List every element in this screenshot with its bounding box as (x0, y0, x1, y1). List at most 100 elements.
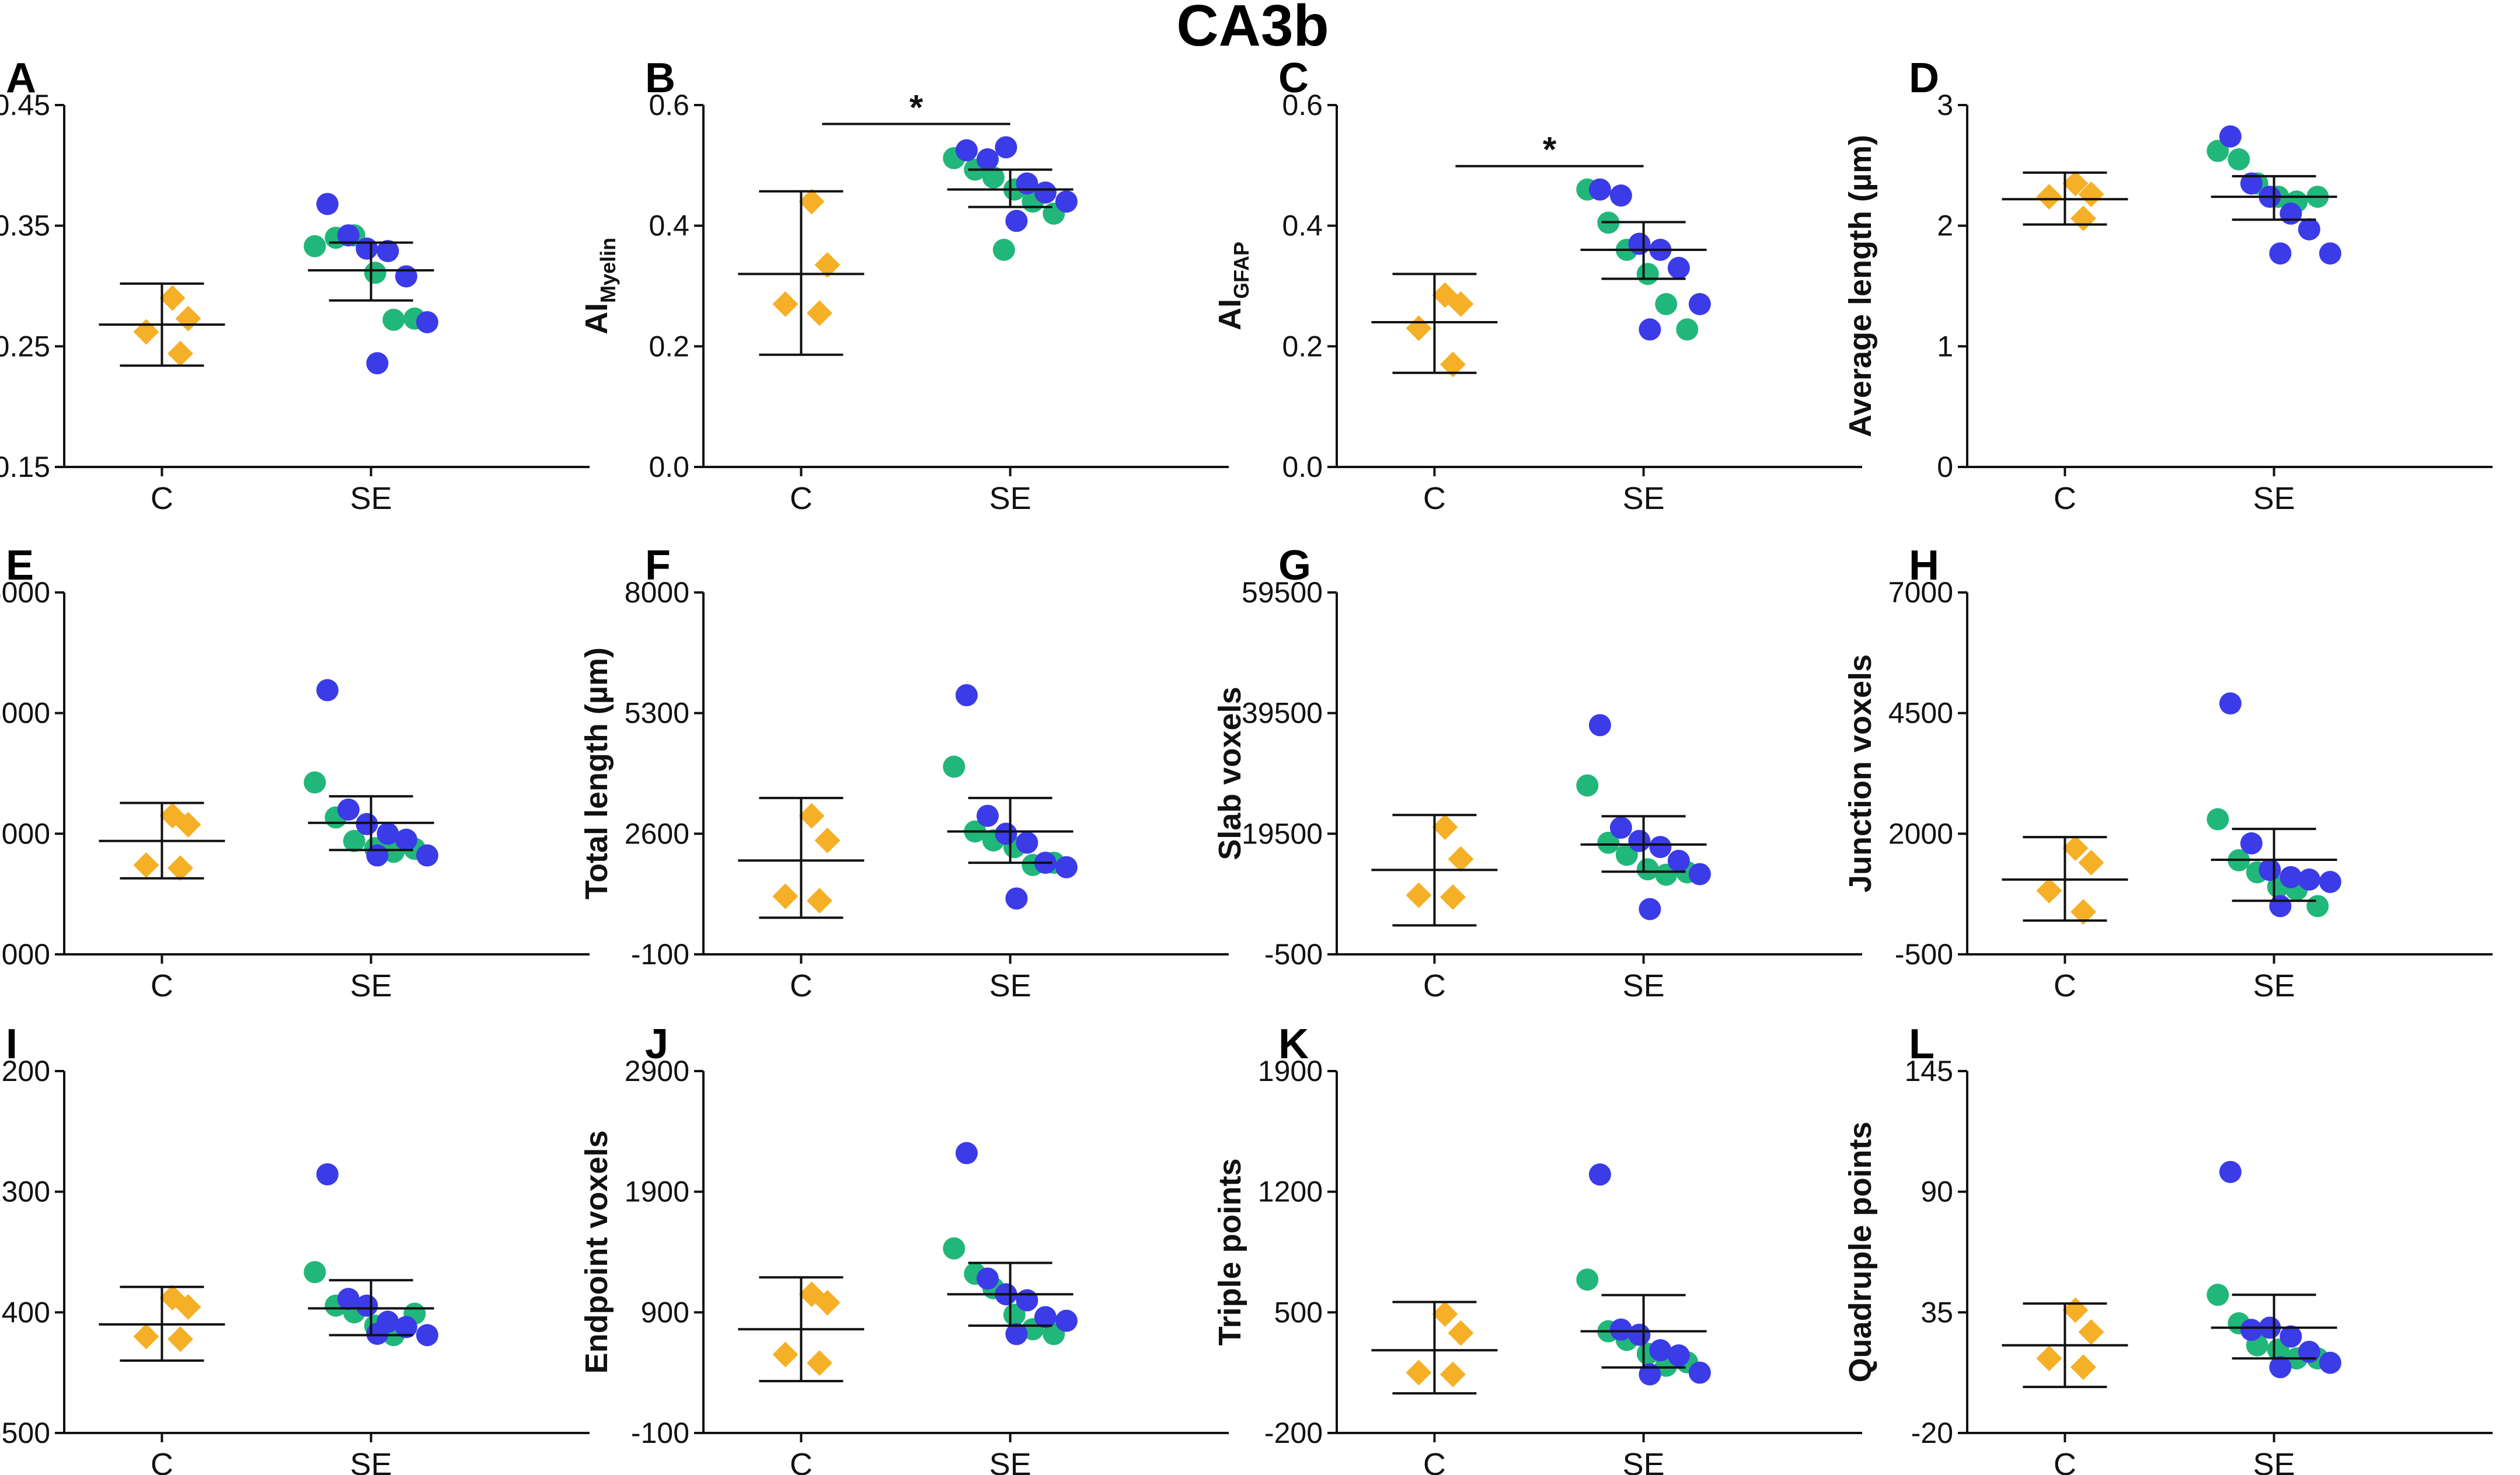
data-point-se-blue (1055, 190, 1078, 213)
data-point-control (133, 319, 159, 345)
y-tick-label: 1000 (0, 817, 50, 850)
y-axis-title: Quadruple points (1843, 1121, 1878, 1382)
data-point-se-blue (2319, 871, 2341, 893)
data-point-se-blue (337, 224, 360, 247)
data-point-se-green (1636, 858, 1659, 881)
data-point-se-blue (1628, 232, 1651, 255)
y-tick-label: -500 (1264, 938, 1323, 971)
data-point-se-green (943, 1237, 966, 1260)
y-axis-title-part: Quadruple points (1843, 1121, 1878, 1382)
y-axis-title-part: Average length (µm) (1843, 135, 1878, 437)
panel-e: E-1000100030005000CSEBranches (0, 542, 590, 1003)
data-point-se-green (304, 771, 326, 794)
data-point-control (772, 1341, 799, 1368)
data-point-se-blue (2269, 895, 2292, 918)
data-point-control (2078, 1319, 2104, 1345)
y-tick-label: -500 (0, 1417, 50, 1449)
data-point-se-blue (337, 798, 360, 821)
panel-letter: E (6, 542, 34, 589)
data-point-se-blue (2240, 832, 2263, 855)
data-point-control (175, 1294, 201, 1320)
panel-f: F -100 2600 5300 8000 C SE Total length (µm) (579, 542, 1229, 1003)
y-tick-label: 0.25 (0, 330, 50, 362)
data-point-control (1432, 814, 1458, 840)
panel-h: H -500 2000 4500 7000 C SE Junction voxels (1843, 542, 2493, 1003)
data-point-se-blue (1588, 178, 1611, 201)
y-tick-label: -20 (1911, 1417, 1953, 1449)
panel-l: L -20 35 90 145 C SE Quadruple points (1843, 1021, 2493, 1475)
y-axis-title: Triple points (1212, 1158, 1247, 1345)
data-point-se-green (1676, 318, 1699, 341)
data-point-se-blue (366, 844, 389, 867)
y-axis-title-part: AI (1212, 299, 1247, 330)
y-tick-label: 3 (1937, 89, 1953, 121)
y-tick-label: 900 (641, 1296, 689, 1328)
panel-b: B 0.0 0.2 0.4 0.6 C SE AIMyelin * (579, 55, 1229, 516)
y-tick-label: 19500 (1242, 817, 1323, 850)
data-point-control (2070, 205, 2096, 232)
data-point-se-blue (416, 1324, 438, 1347)
x-tick-label: C (790, 481, 813, 516)
panel-a: A0.150.250.350.45CSECD (×10-2 cell/µm2) (0, 55, 590, 516)
data-point-se-blue (1688, 863, 1711, 885)
y-tick-label: 1200 (1258, 1176, 1323, 1208)
x-tick-label: C (2054, 481, 2076, 516)
data-point-se-blue (1005, 887, 1028, 910)
x-tick-label: SE (989, 481, 1031, 516)
y-tick-label: 7000 (1888, 576, 1953, 609)
data-point-se-green (1655, 293, 1678, 315)
y-axis-title: Total length (µm) (579, 647, 614, 899)
data-point-control (2078, 849, 2104, 876)
data-point-se-blue (2269, 1356, 2292, 1379)
data-point-se-green (943, 755, 966, 778)
data-point-se-blue (1016, 831, 1038, 854)
data-point-control (1448, 1320, 1474, 1346)
figure-title: CA3b (1176, 0, 1329, 58)
x-tick-label: C (790, 968, 813, 1003)
data-point-se-blue (1609, 1318, 1632, 1341)
data-point-se-blue (2279, 1325, 2302, 1348)
y-tick-label: 0.0 (649, 451, 689, 483)
data-point-control (159, 285, 186, 311)
y-tick-label: 400 (2, 1296, 50, 1328)
data-point-se-green (1636, 263, 1659, 285)
y-tick-label: 39500 (1242, 697, 1323, 730)
data-point-se-blue (416, 311, 438, 333)
data-point-control (1439, 884, 1466, 910)
y-tick-label: 0.2 (1282, 330, 1323, 362)
x-tick-label: SE (2253, 968, 2295, 1003)
y-tick-label: -1000 (0, 938, 50, 971)
data-point-se-blue (1688, 293, 1711, 315)
data-point-control (167, 340, 193, 367)
y-tick-label: 4500 (1888, 697, 1953, 730)
data-point-control (167, 855, 193, 881)
panel-letter: A (6, 55, 36, 102)
y-axis-title-subscript: GFAP (1229, 242, 1253, 299)
data-point-se-blue (1649, 836, 1672, 859)
data-point-control (1448, 291, 1474, 317)
data-point-se-blue (1034, 181, 1057, 204)
data-point-se-blue (1667, 849, 1690, 872)
data-point-control (806, 1350, 832, 1376)
y-tick-label: 1900 (1258, 1055, 1323, 1087)
data-point-se-blue (1609, 184, 1632, 207)
y-tick-label: 90 (1921, 1176, 1953, 1208)
y-tick-label: 5300 (625, 697, 689, 730)
data-point-se-blue (2219, 125, 2242, 148)
data-point-se-blue (2219, 692, 2242, 715)
data-point-control (2062, 835, 2089, 862)
data-point-se-green (2228, 148, 2250, 170)
y-tick-label: 0.6 (1282, 89, 1323, 121)
y-tick-label: 0.4 (1282, 210, 1323, 242)
data-point-se-blue (976, 804, 999, 827)
data-point-se-blue (2298, 218, 2320, 240)
data-point-se-blue (366, 352, 389, 375)
data-point-se-blue (1005, 210, 1028, 232)
y-tick-label: 2 (1937, 210, 1953, 242)
data-point-se-blue (1588, 1163, 1611, 1186)
data-point-se-blue (1639, 318, 1661, 341)
y-tick-label: -500 (1895, 938, 1953, 971)
data-point-control (133, 852, 159, 878)
data-point-se-green (992, 239, 1015, 261)
